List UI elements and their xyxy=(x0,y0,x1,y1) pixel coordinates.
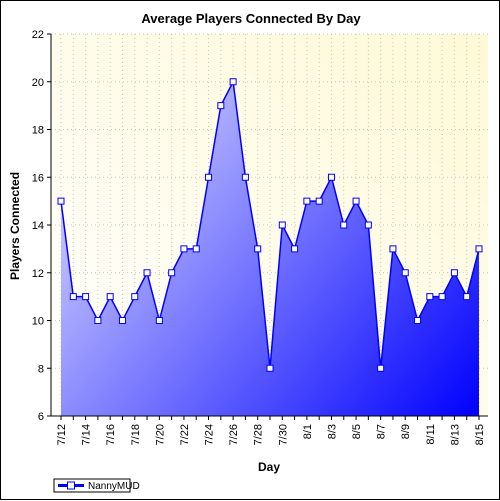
data-point xyxy=(82,293,90,301)
data-point xyxy=(401,269,409,277)
x-axis-label: Day xyxy=(258,460,280,474)
x-tick-label: 8/1 xyxy=(302,424,314,439)
data-point xyxy=(205,173,213,181)
data-point xyxy=(168,269,176,277)
data-point xyxy=(131,293,139,301)
data-point xyxy=(352,197,360,205)
data-point xyxy=(426,293,434,301)
y-tick-label: 14 xyxy=(32,220,44,232)
data-point xyxy=(463,293,471,301)
x-tick-label: 7/22 xyxy=(179,424,191,445)
legend-marker-swatch xyxy=(67,481,75,490)
data-point xyxy=(389,245,397,253)
x-tick-label: 7/24 xyxy=(204,424,216,445)
data-point xyxy=(414,317,422,324)
y-tick-label: 8 xyxy=(38,363,44,375)
legend: NannyMUD xyxy=(53,478,140,493)
data-point xyxy=(340,221,348,229)
y-tick-label: 18 xyxy=(32,125,44,137)
data-point xyxy=(94,317,102,324)
data-point xyxy=(106,293,114,301)
y-tick-label: 10 xyxy=(32,316,44,328)
x-tick-label: 7/12 xyxy=(56,424,68,445)
x-tick-label: 7/28 xyxy=(253,424,265,445)
data-point xyxy=(192,245,200,253)
data-point xyxy=(364,221,372,229)
y-tick-label: 12 xyxy=(32,268,44,280)
data-point xyxy=(241,173,249,181)
data-point xyxy=(278,221,286,229)
y-tick-label: 22 xyxy=(32,29,44,41)
x-tick-label: 8/11 xyxy=(425,424,437,445)
data-point xyxy=(315,197,323,205)
data-point xyxy=(69,293,77,301)
data-point xyxy=(180,245,188,253)
data-point xyxy=(254,245,262,253)
data-point xyxy=(229,78,237,86)
x-tick-label: 7/26 xyxy=(228,424,240,445)
chart-title: Average Players Connected By Day xyxy=(141,11,361,26)
x-tick-label: 7/30 xyxy=(277,424,289,445)
data-point xyxy=(57,197,65,205)
data-point xyxy=(217,102,225,110)
legend-entry-nannymud: NannyMUD xyxy=(88,481,140,492)
x-tick-label: 8/7 xyxy=(376,424,388,439)
data-point xyxy=(475,245,483,253)
data-point xyxy=(377,364,385,372)
data-point xyxy=(143,269,151,277)
data-point xyxy=(438,293,446,301)
data-point xyxy=(327,173,335,181)
y-tick-label: 20 xyxy=(32,77,44,89)
series-area-fill xyxy=(61,81,479,416)
y-tick-label: 6 xyxy=(38,411,44,423)
plot-area: 6 8 10 12 14 16 18 20 22 7/12 7/14 7/16 7/18 7/20 7/22… xyxy=(32,29,488,445)
x-tick-label: 7/18 xyxy=(130,424,142,445)
x-tick-label: 8/15 xyxy=(474,424,486,445)
data-point xyxy=(303,197,311,205)
data-point xyxy=(155,317,163,324)
x-tick-label: 7/14 xyxy=(81,424,93,445)
x-tick-label: 8/5 xyxy=(351,424,363,439)
x-tick-label: 8/9 xyxy=(400,424,412,439)
data-point xyxy=(118,317,126,324)
y-tick-label: 16 xyxy=(32,172,44,184)
data-point xyxy=(450,269,458,277)
y-axis-label: Players Connected xyxy=(8,172,22,280)
x-tick-label: 8/13 xyxy=(449,424,461,445)
x-tick-label: 8/3 xyxy=(326,424,338,439)
data-point xyxy=(266,364,274,372)
x-tick-label: 7/20 xyxy=(154,424,166,445)
data-point xyxy=(291,245,299,253)
x-tick-label: 7/16 xyxy=(105,424,117,445)
